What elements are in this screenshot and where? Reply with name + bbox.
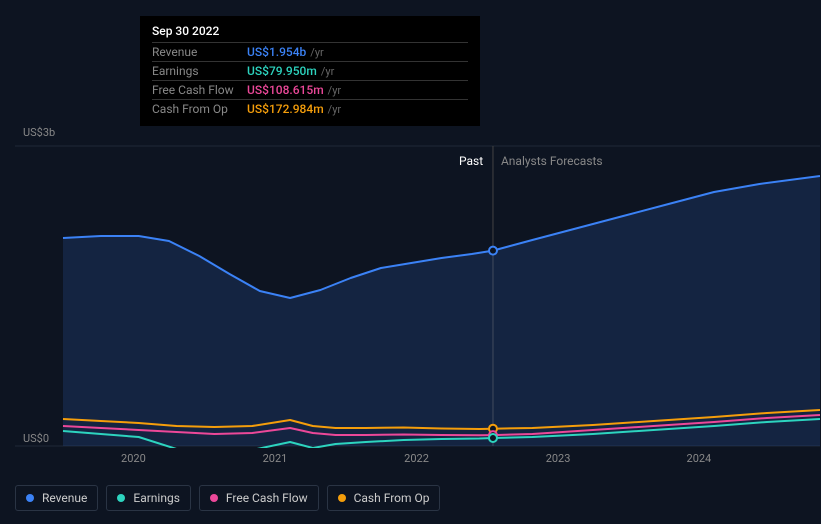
tooltip-row-label: Free Cash Flow	[152, 83, 247, 97]
y-axis-max-label: US$3b	[23, 126, 55, 139]
legend-label: Cash From Op	[354, 491, 430, 505]
x-axis-label: 2023	[546, 452, 571, 465]
legend-label: Free Cash Flow	[226, 491, 308, 505]
tooltip-row-unit: /yr	[328, 103, 341, 116]
tooltip-row-value: US$79.950m	[247, 64, 317, 78]
tooltip-row: EarningsUS$79.950m/yr	[152, 61, 468, 80]
legend-item-free-cash-flow[interactable]: Free Cash Flow	[199, 485, 319, 511]
legend-dot	[210, 494, 218, 502]
x-axis-label: 2022	[404, 452, 429, 465]
x-axis-label: 2021	[263, 452, 288, 465]
legend-dot	[26, 494, 34, 502]
tooltip-row: RevenueUS$1.954b/yr	[152, 42, 468, 61]
legend: Revenue Earnings Free Cash Flow Cash From O…	[15, 485, 440, 511]
legend-item-earnings[interactable]: Earnings	[106, 485, 191, 511]
chart-svg	[15, 126, 820, 448]
x-axis-label: 2020	[121, 452, 146, 465]
legend-label: Revenue	[42, 491, 87, 505]
tooltip-row: Cash From OpUS$172.984m/yr	[152, 99, 468, 118]
region-label-past: Past	[459, 154, 483, 168]
legend-dot	[338, 494, 346, 502]
tooltip-date: Sep 30 2022	[152, 24, 468, 42]
tooltip-row-label: Revenue	[152, 45, 247, 59]
tooltip-row-unit: /yr	[321, 65, 334, 78]
tooltip-row-value: US$172.984m	[247, 102, 324, 116]
tooltip-row-value: US$1.954b	[247, 45, 306, 59]
legend-dot	[117, 494, 125, 502]
tooltip-row-label: Cash From Op	[152, 102, 247, 116]
tooltip-row: Free Cash FlowUS$108.615m/yr	[152, 80, 468, 99]
legend-item-revenue[interactable]: Revenue	[15, 485, 98, 511]
chart-container: US$3b US$0 Past Analysts Forecasts 2020 2…	[15, 126, 806, 486]
legend-item-cash-from-op[interactable]: Cash From Op	[327, 485, 441, 511]
y-axis-min-label: US$0	[23, 432, 49, 445]
tooltip-row-label: Earnings	[152, 64, 247, 78]
tooltip-row-unit: /yr	[310, 46, 323, 59]
tooltip-row-unit: /yr	[328, 84, 341, 97]
chart-tooltip: Sep 30 2022 RevenueUS$1.954b/yrEarningsU…	[140, 16, 480, 126]
region-label-forecast: Analysts Forecasts	[501, 154, 603, 168]
legend-label: Earnings	[133, 491, 180, 505]
tooltip-row-value: US$108.615m	[247, 83, 324, 97]
x-axis-label: 2024	[687, 452, 712, 465]
